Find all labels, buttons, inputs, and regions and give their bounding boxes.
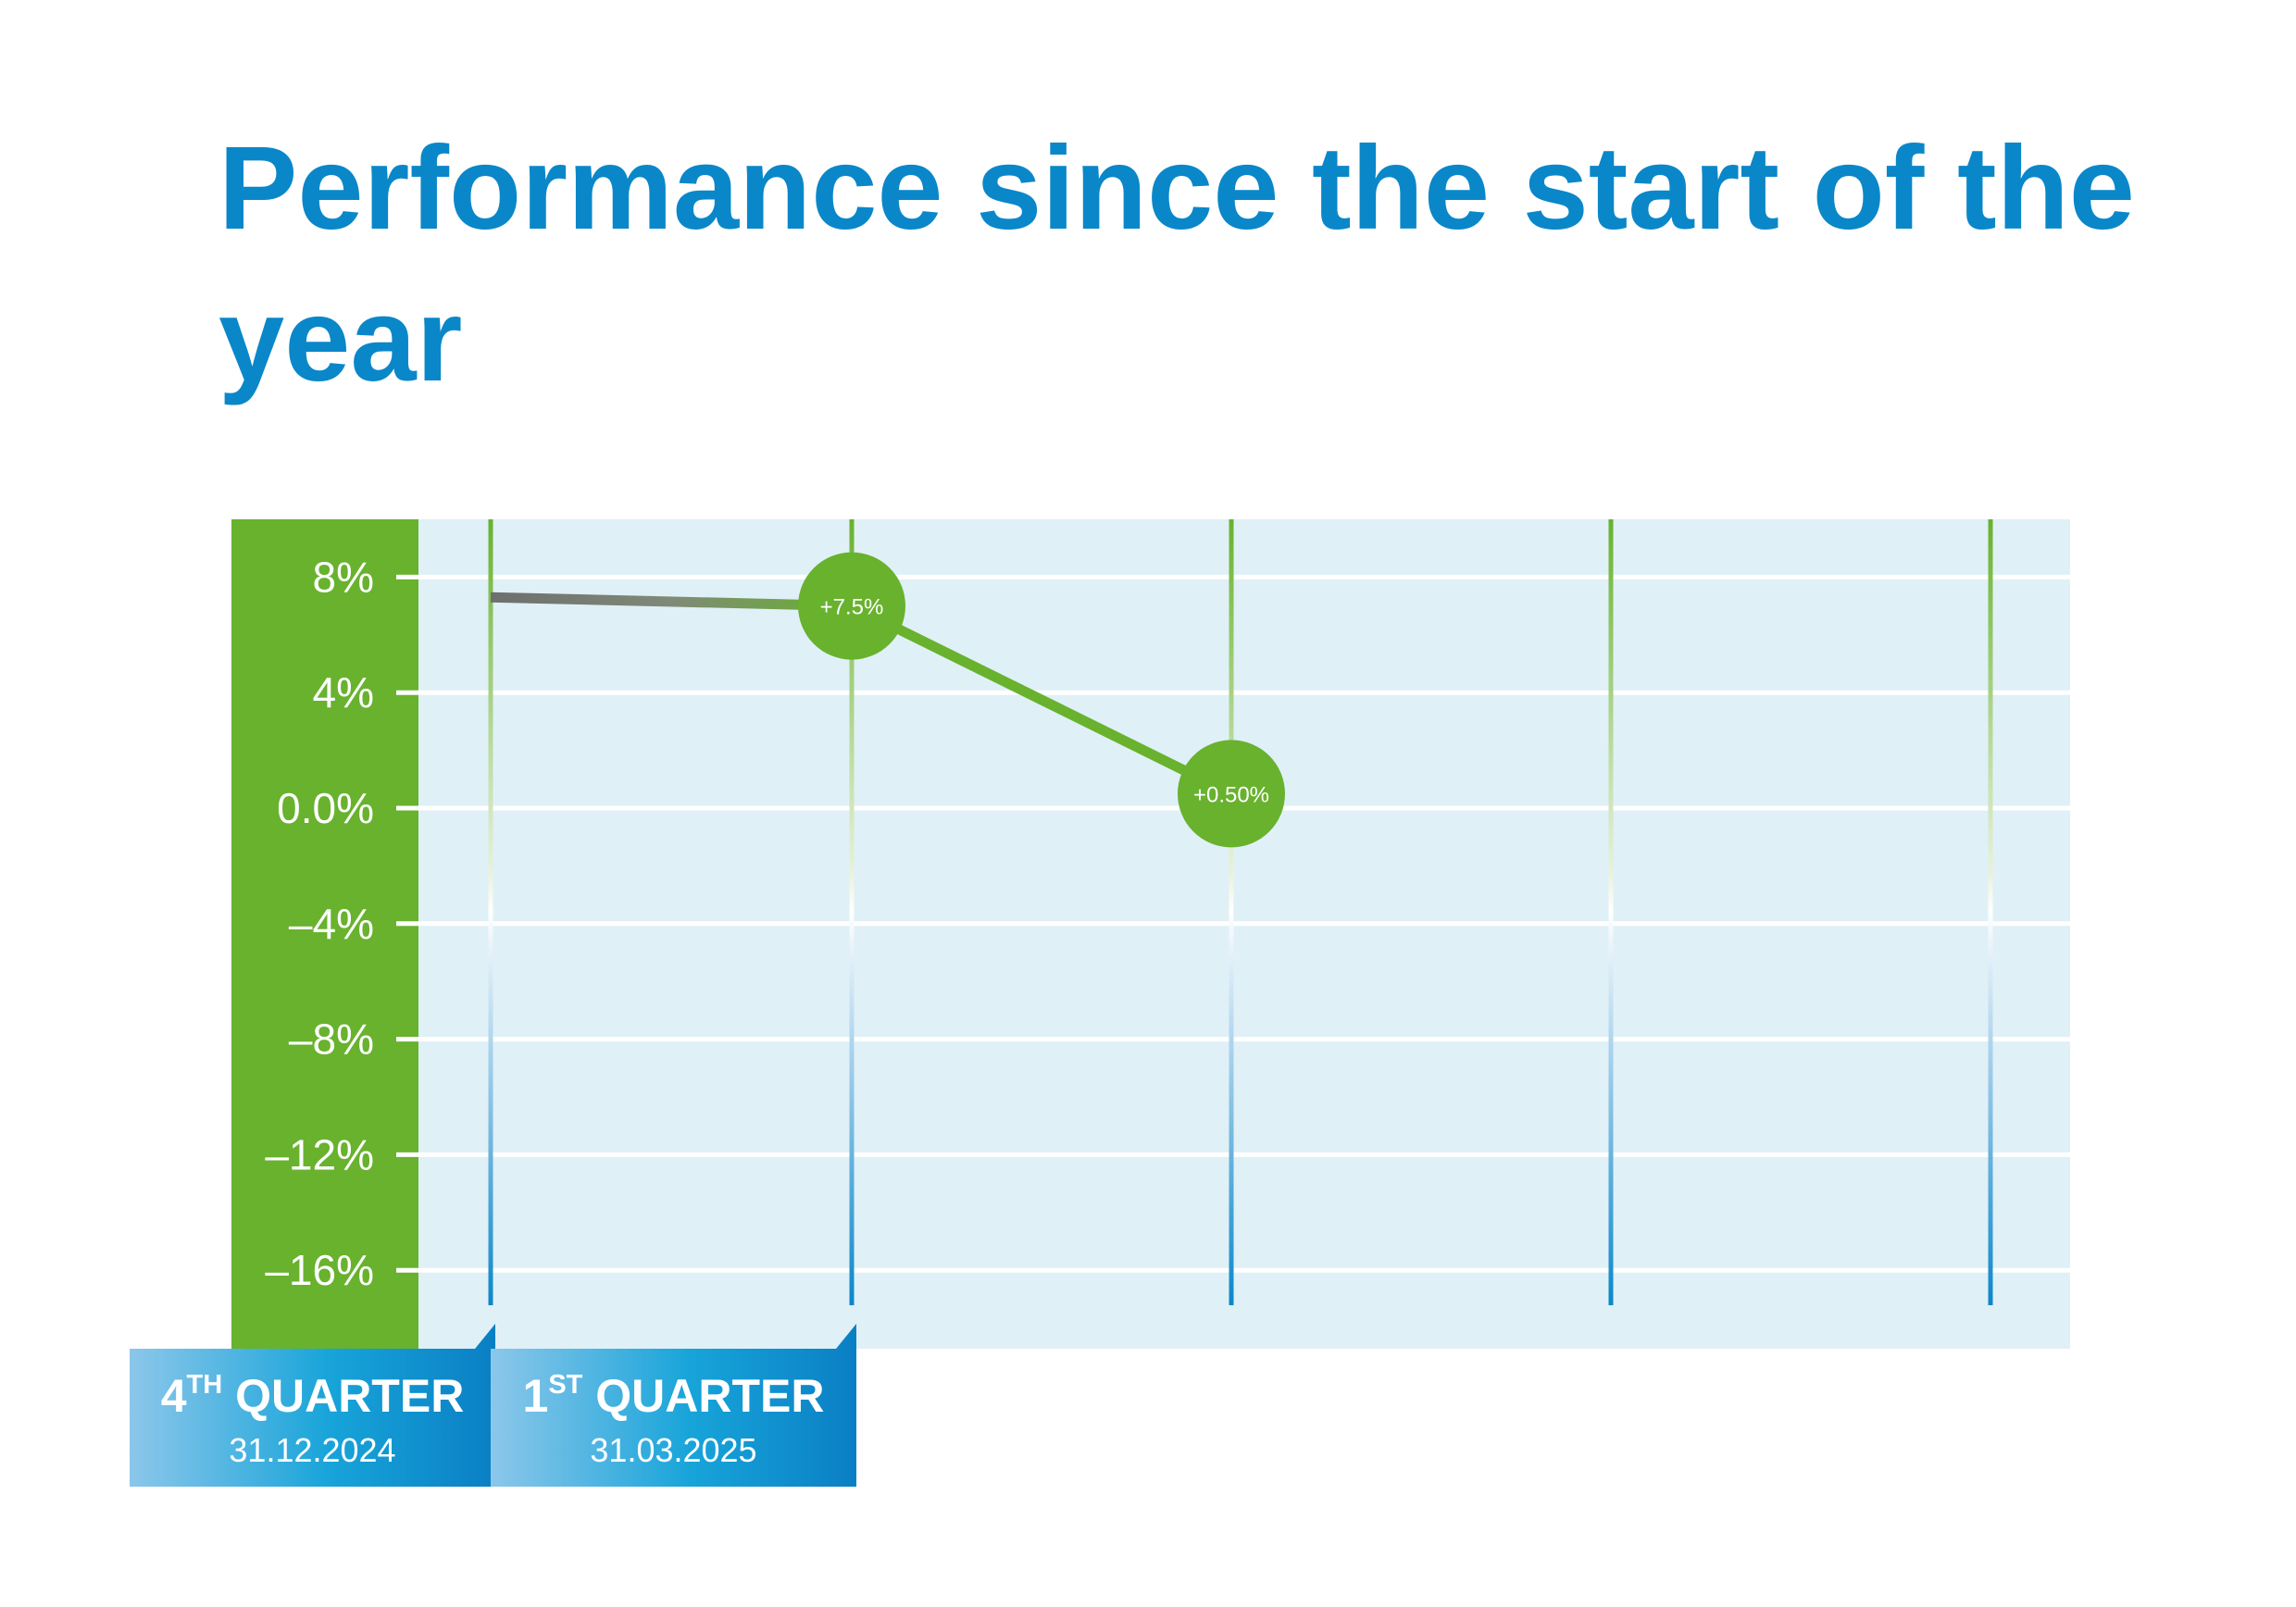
quarter-tag-title: 1ST QUARTER <box>523 1370 825 1422</box>
quarter-marker-line <box>849 519 855 1305</box>
quarter-tag: 4TH QUARTER 31.12.2024 <box>130 1324 495 1487</box>
y-tick-label: 4% <box>313 668 374 716</box>
y-tick-label: 8% <box>313 553 374 601</box>
data-point-label: +0.50% <box>1193 782 1269 807</box>
y-tick-label: –8% <box>289 1015 374 1064</box>
y-tick-label: –16% <box>265 1246 374 1294</box>
y-tick-label: –4% <box>289 900 374 948</box>
quarter-tag: 1ST QUARTER 31.03.2025 <box>491 1324 856 1487</box>
quarter-markers <box>488 519 1993 1305</box>
quarter-tag-background <box>130 1324 495 1487</box>
quarter-marker-line <box>1229 519 1234 1305</box>
series-line <box>490 592 1234 799</box>
y-tick-label: 0.0% <box>277 784 374 832</box>
quarter-tag-background <box>491 1324 856 1487</box>
series-segment <box>849 601 1234 799</box>
quarter-tag-title: 4TH QUARTER <box>161 1370 465 1422</box>
data-point-marker <box>1178 740 1285 848</box>
data-points: +7.5% +0.50% <box>798 552 1285 848</box>
quarter-tags: 4TH QUARTER 31.12.2024 1ST QUARTER 31.03.20… <box>130 1324 856 1487</box>
data-point-marker <box>798 552 905 660</box>
quarter-tag-date: 31.12.2024 <box>229 1431 395 1469</box>
y-axis-panel <box>231 519 418 1349</box>
y-axis: 8% 4% 0.0% –4% –8% –12% –16% <box>265 553 374 1294</box>
quarter-marker-line <box>488 519 493 1305</box>
page-title: Performance since the start of the year <box>218 122 2135 406</box>
series-segment <box>490 592 853 612</box>
data-point-label: +7.5% <box>820 595 884 620</box>
plot-background <box>418 519 2070 1349</box>
quarter-marker-line <box>1608 519 1614 1305</box>
quarter-tag-date: 31.03.2025 <box>590 1431 756 1469</box>
quarter-marker-line <box>1988 519 1993 1305</box>
y-tick-label: –12% <box>265 1130 374 1178</box>
